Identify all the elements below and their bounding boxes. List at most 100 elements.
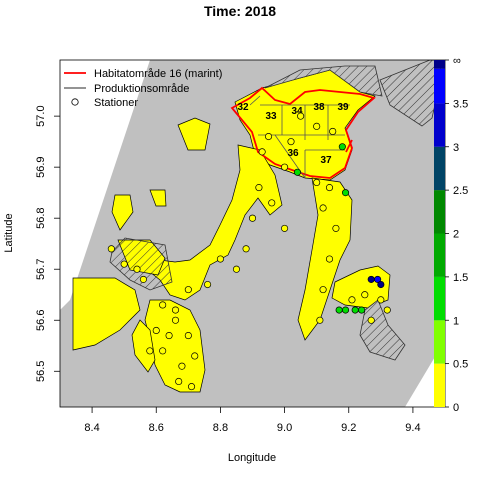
station-marker	[107, 245, 115, 253]
colorbar-band	[434, 363, 445, 407]
y-tick-label: 56.7	[35, 259, 47, 280]
x-tick-label: 8.8	[213, 422, 228, 434]
station-marker	[358, 306, 366, 314]
station-marker	[152, 326, 160, 335]
south-bay-west	[131, 319, 156, 373]
station-marker	[184, 332, 192, 340]
colorbar: 0 0.5 1 1.5 2 2.5 3 3.5 ∞	[434, 55, 468, 414]
area-label-32: 32	[237, 102, 249, 113]
station-marker	[383, 306, 391, 314]
colorbar-label: 0	[453, 402, 459, 414]
station-marker	[281, 224, 289, 232]
station-marker	[187, 383, 196, 391]
y-tick-label: 56.5	[35, 361, 47, 382]
colorbar-band	[434, 233, 445, 277]
station-marker	[184, 286, 192, 294]
x-axis-title: Longitude	[228, 452, 276, 464]
x-axis: 8.4 8.6 8.8 9.0 9.2 9.4	[84, 407, 421, 434]
stations-layer	[107, 112, 391, 391]
station-marker	[293, 168, 301, 176]
x-tick-label: 8.6	[149, 422, 164, 434]
station-marker	[165, 332, 173, 340]
station-marker	[374, 275, 382, 283]
legend-station-label: Stationer	[94, 97, 138, 109]
station-marker	[325, 255, 334, 263]
station-marker	[297, 112, 305, 120]
hatch-north	[264, 65, 383, 97]
station-marker	[325, 184, 334, 192]
station-marker	[367, 316, 375, 324]
blob-w2	[149, 189, 167, 207]
station-marker	[341, 189, 350, 197]
hatched-areas	[109, 60, 445, 361]
station-marker	[316, 316, 324, 324]
station-marker	[191, 352, 199, 360]
x-tick-label: 9.4	[405, 422, 420, 434]
colorbar-band	[434, 103, 445, 147]
x-tick-label: 8.4	[84, 422, 99, 434]
station-marker	[338, 143, 346, 151]
fjord-water	[72, 69, 391, 393]
station-marker	[171, 306, 180, 314]
station-marker	[216, 255, 224, 263]
station-marker	[287, 138, 295, 146]
station-marker	[351, 306, 359, 314]
chart-title: Time: 2018	[204, 3, 276, 19]
area-label-34: 34	[291, 106, 303, 117]
y-axis-title: Latitude	[3, 213, 15, 252]
colorbar-label: 3.5	[453, 98, 468, 110]
x-tick-label: 9.2	[341, 422, 356, 434]
station-marker	[329, 127, 337, 135]
station-marker	[255, 184, 263, 192]
station-marker	[281, 163, 289, 171]
colorbar-band	[434, 190, 445, 234]
y-tick-label: 56.6	[35, 310, 47, 331]
colorbar-label: 3	[453, 142, 459, 154]
colorbar-band	[434, 320, 445, 364]
area-label-38: 38	[313, 102, 325, 113]
station-marker	[335, 306, 343, 314]
colorbar-label: 2	[453, 229, 459, 241]
station-marker	[204, 280, 212, 289]
colorbar-label: 0.5	[453, 359, 468, 371]
area-label-33: 33	[265, 111, 277, 122]
west-basin	[149, 144, 283, 301]
area-label-36: 36	[287, 148, 299, 159]
colorbar-label: 2.5	[453, 185, 468, 197]
area-labels: 32 33 34 38 39 36 37	[237, 102, 349, 166]
station-marker	[377, 280, 385, 289]
station-marker	[367, 275, 375, 283]
station-marker	[319, 204, 327, 212]
hatch-se	[359, 299, 406, 361]
west-bredning	[72, 277, 141, 351]
station-marker	[313, 178, 321, 187]
hatch-ne	[379, 60, 445, 127]
habitat-outline-2	[345, 139, 353, 153]
colorbar-band	[434, 276, 445, 321]
station-marker	[232, 265, 241, 273]
station-marker	[332, 224, 340, 232]
map-area: 32 33 34 38 39 36 37 Habitatområde 16 (m…	[60, 60, 445, 407]
station-marker	[175, 377, 183, 386]
station-marker	[361, 291, 369, 299]
hatch-w	[109, 237, 173, 291]
station-marker	[319, 286, 327, 294]
area-label-37: 37	[320, 155, 332, 166]
y-tick-label: 57.0	[35, 105, 47, 126]
station-marker	[242, 245, 250, 253]
legend-production-label: Produktionsområde	[94, 83, 189, 95]
colorbar-label: 1.5	[453, 272, 468, 284]
station-marker	[146, 347, 154, 355]
colorbar-label: 1	[453, 315, 459, 327]
station-marker	[248, 214, 257, 222]
station-marker	[159, 347, 167, 355]
station-marker	[133, 265, 141, 273]
blob-nw	[177, 117, 211, 151]
station-marker	[268, 199, 276, 207]
legend-station-swatch	[71, 98, 79, 106]
station-marker	[171, 316, 180, 324]
habitat-outline	[230, 86, 376, 179]
station-marker	[341, 306, 350, 314]
station-marker	[159, 301, 167, 309]
